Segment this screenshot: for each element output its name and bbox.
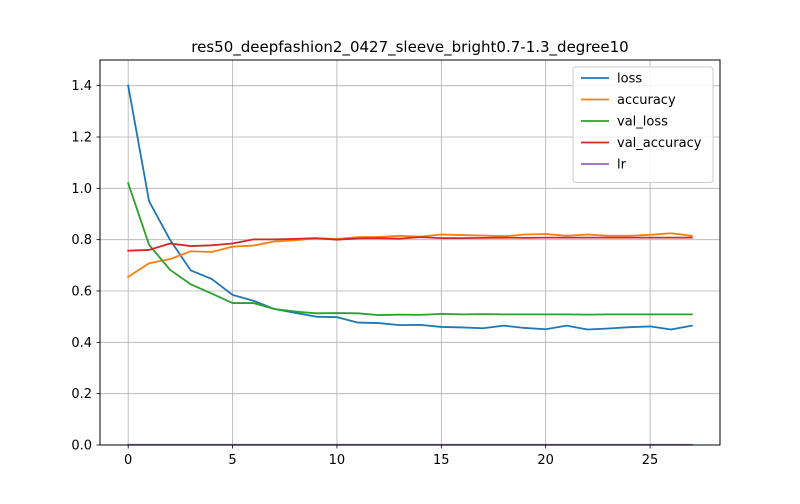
legend-label-loss: loss — [617, 72, 642, 87]
series-line-val-accuracy — [127, 236, 693, 252]
legend-box — [572, 66, 714, 183]
y-tick-label: 0.6 — [71, 285, 92, 300]
series-line-accuracy — [126, 232, 693, 279]
x-tick-label: 0 — [124, 453, 132, 468]
plot-area-frame — [99, 59, 721, 446]
y-tick-label: 1.0 — [71, 182, 92, 197]
legend-label-lr: lr — [617, 158, 627, 173]
x-tick-label: 20 — [537, 453, 554, 468]
x-tick-label: 15 — [433, 453, 450, 468]
x-tick-label: 25 — [642, 453, 659, 468]
legend-label-accuracy: accuracy — [617, 93, 676, 108]
legend-label-val-loss: val_loss — [617, 115, 668, 130]
series-line-loss — [127, 84, 693, 331]
axis-ticks: 0 5 10 15 20 25 0.0 0.2 0.4 0.6 0.8 1.0 1.2 1.4 — [71, 79, 658, 468]
x-tick-label: 10 — [329, 453, 346, 468]
y-tick-label: 0.8 — [71, 233, 92, 248]
y-tick-label: 1.4 — [71, 79, 92, 94]
legend-label-val-accuracy: val_accuracy — [617, 136, 702, 151]
chart-title: res50_deepfashion2_0427_sleeve_bright0.7… — [191, 38, 628, 57]
y-tick-label: 0.4 — [71, 336, 92, 351]
y-tick-label: 0.2 — [71, 387, 92, 402]
x-tick-label: 5 — [228, 453, 236, 468]
y-tick-label: 1.2 — [71, 131, 92, 146]
series-line-val-loss — [127, 182, 693, 317]
y-tick-label: 0.0 — [71, 439, 92, 454]
